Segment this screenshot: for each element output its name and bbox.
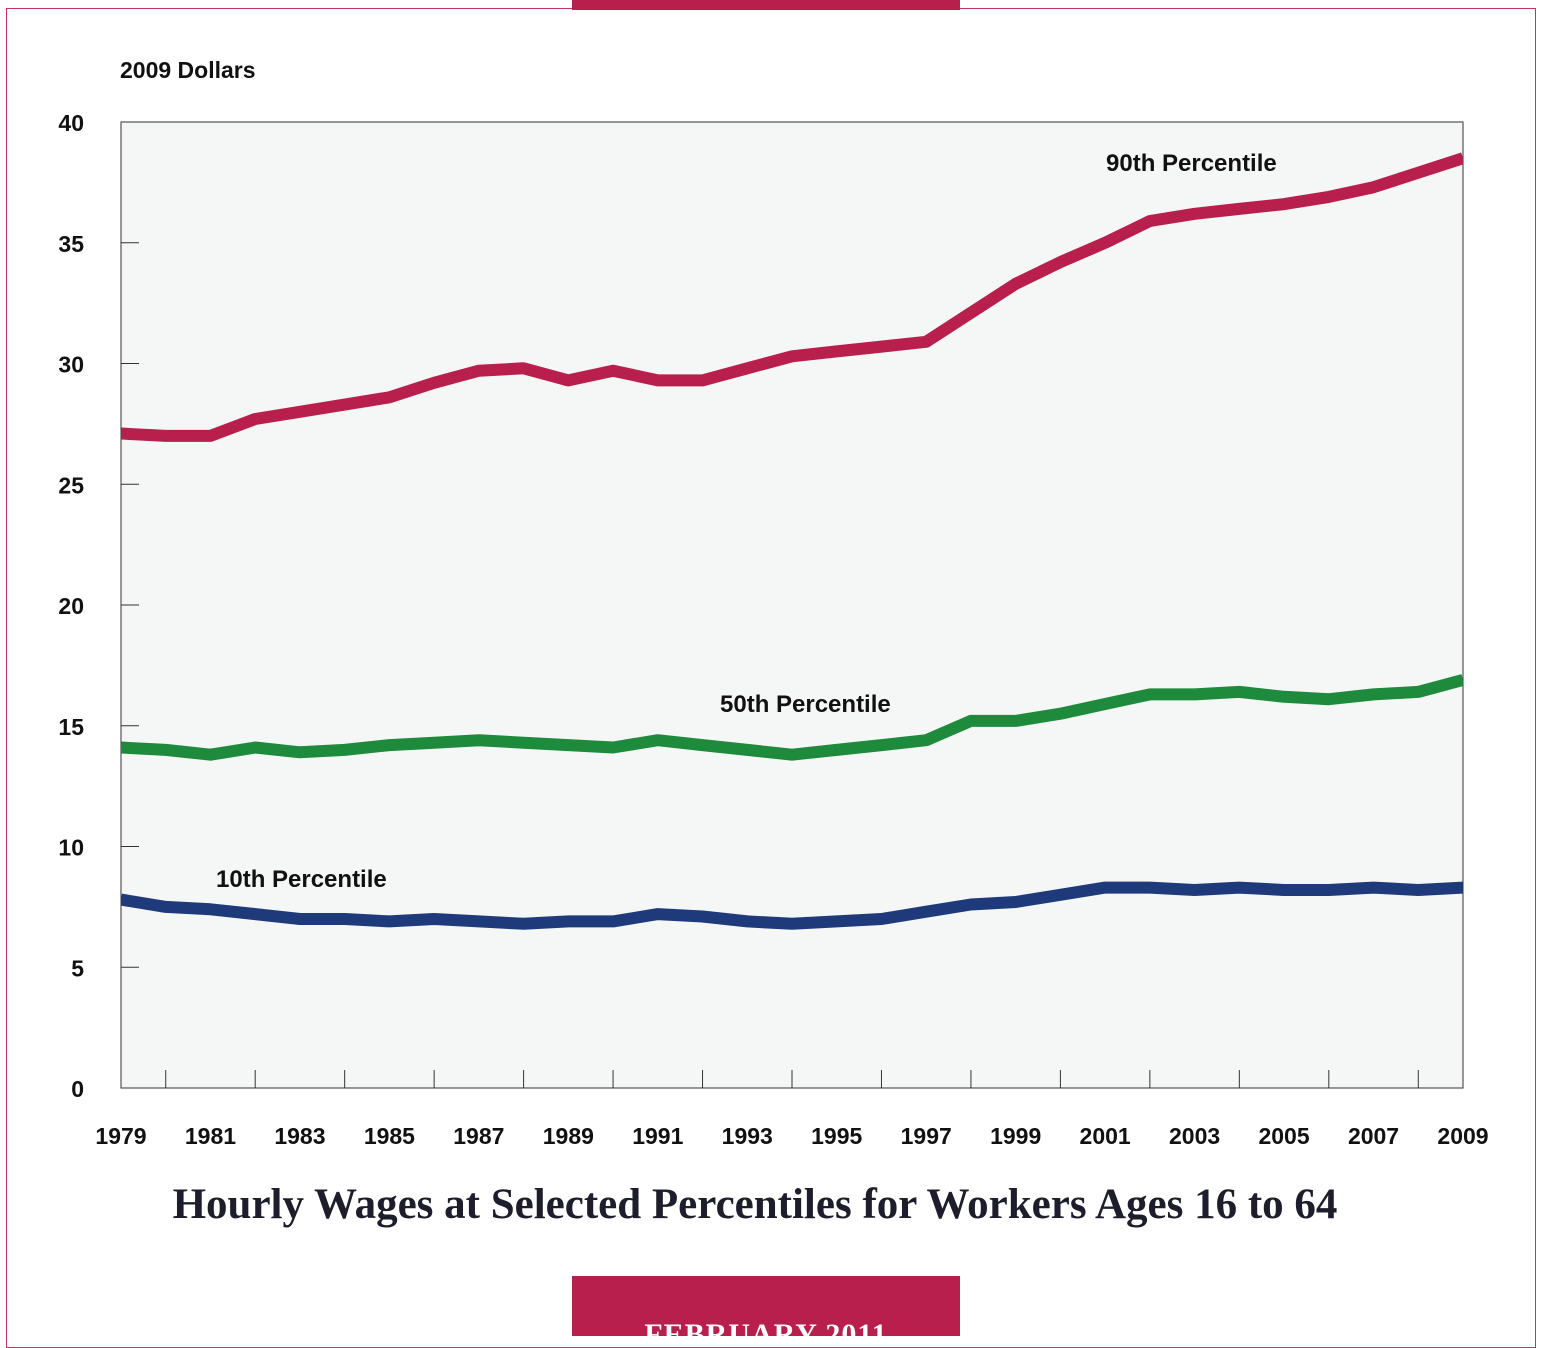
x-tick-label: 1997 — [901, 1123, 952, 1149]
x-tick-label: 1985 — [364, 1123, 415, 1149]
series-line-1 — [121, 674, 1463, 761]
plot-area — [120, 121, 1464, 1089]
y-tick-label: 35 — [58, 231, 84, 257]
series-label-50th: 50th Percentile — [720, 691, 891, 718]
footer-tab: FEBRUARY 2011 — [572, 1276, 960, 1336]
y-tick-label: 30 — [58, 352, 84, 378]
series-labels: 90th Percentile 50th Percentile 10th Per… — [216, 150, 1277, 893]
x-tick-label: 1981 — [185, 1123, 236, 1149]
y-tick-label: 5 — [71, 955, 84, 981]
x-tick-label: 2009 — [1437, 1123, 1488, 1149]
x-tick-label: 2005 — [1258, 1123, 1309, 1149]
publication-date: FEBRUARY 2011 — [644, 1318, 888, 1336]
series-label-90th: 90th Percentile — [1106, 150, 1277, 177]
x-tick-label: 1983 — [274, 1123, 325, 1149]
x-axis: 1979 1981 1983 1985 1987 1989 1991 1993 1995 1997… — [95, 1070, 1489, 1149]
x-tick-label: 1991 — [632, 1123, 683, 1149]
x-tick-label: 2001 — [1080, 1123, 1131, 1149]
x-tick-label: 2003 — [1169, 1123, 1220, 1149]
series-lines — [121, 152, 1463, 930]
chart-title: Hourly Wages at Selected Percentiles for… — [172, 1181, 1338, 1228]
y-tick-label: 0 — [71, 1076, 84, 1102]
y-tick-label: 40 — [58, 110, 84, 136]
series-label-10th: 10th Percentile — [216, 866, 387, 893]
top-accent-tab — [572, 0, 960, 10]
y-tick-label: 15 — [58, 714, 84, 740]
x-tick-label: 1979 — [95, 1123, 146, 1149]
series-line-2 — [121, 881, 1463, 930]
x-tick-label: 1993 — [722, 1123, 773, 1149]
x-tick-label: 1995 — [811, 1123, 862, 1149]
x-tick-label: 1989 — [543, 1123, 594, 1149]
y-tick-label: 25 — [58, 472, 84, 498]
y-tick-label: 20 — [58, 593, 84, 619]
series-line-0 — [121, 152, 1463, 442]
x-tick-label: 1999 — [990, 1123, 1041, 1149]
x-tick-label: 2007 — [1348, 1123, 1399, 1149]
x-tick-label: 1987 — [453, 1123, 504, 1149]
y-axis: 0 5 10 15 20 25 30 35 40 — [58, 110, 139, 1102]
y-axis-unit-label: 2009 Dollars — [120, 57, 256, 83]
y-tick-label: 10 — [58, 835, 84, 861]
